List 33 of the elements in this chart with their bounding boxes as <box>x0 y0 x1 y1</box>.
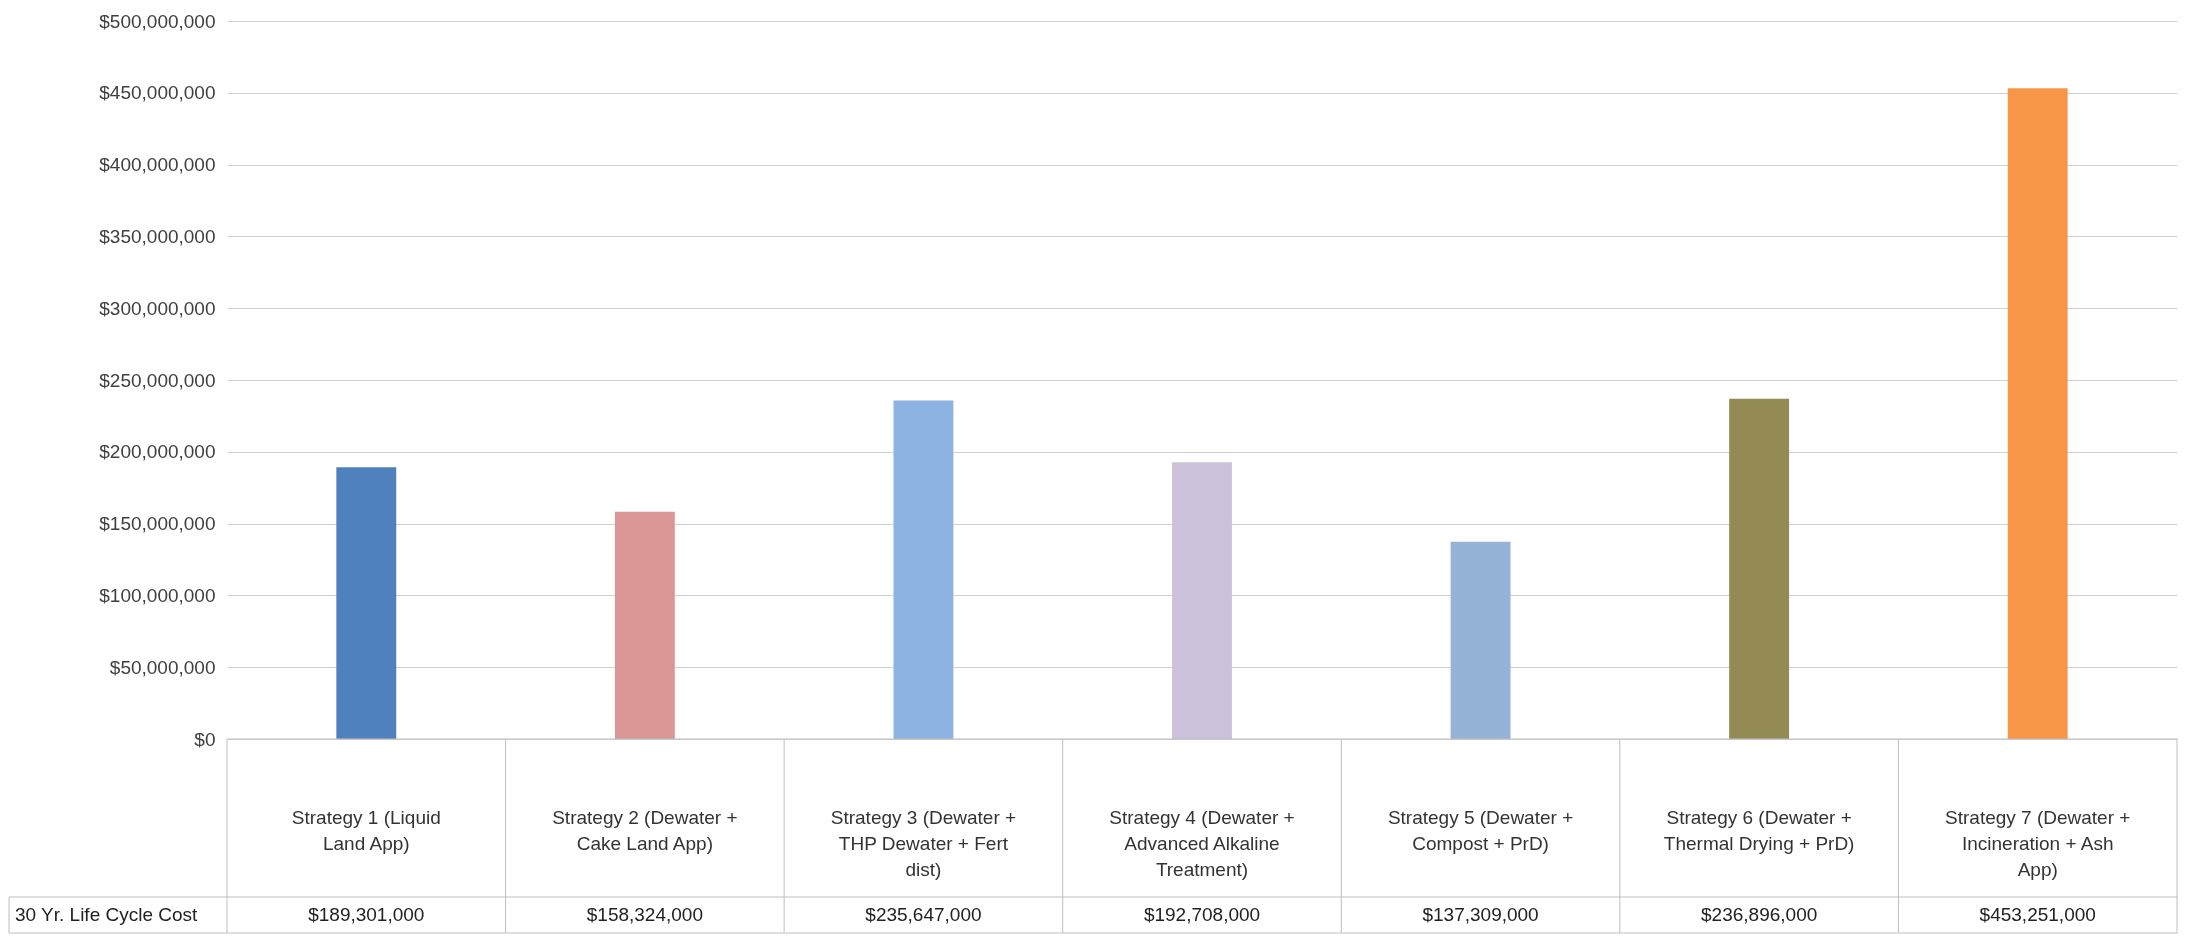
text: 30 Yr. Life Cycle Cost <box>15 904 199 925</box>
y-tick-label: $0 <box>194 728 216 750</box>
data-label: $236,896,000 <box>1701 904 1818 925</box>
x-tick-label: Strategy 6 (Dewater + Thermal Drying + PrD) <box>1663 807 1855 854</box>
data-label: $137,309,000 <box>1422 904 1539 925</box>
bar <box>336 467 397 739</box>
bar <box>1450 541 1511 739</box>
y-tick-label: $350,000,000 <box>99 225 216 247</box>
bar <box>614 511 675 739</box>
bar <box>2007 88 2068 739</box>
y-tick-label: $200,000,000 <box>99 441 216 463</box>
y-tick-label: $100,000,000 <box>99 584 216 606</box>
data-label: $235,647,000 <box>865 904 982 925</box>
y-tick-label: $50,000,000 <box>109 656 216 678</box>
x-tick-label: Strategy 2 (Dewater + Cake Land App) <box>552 807 738 854</box>
data-label: $192,708,000 <box>1143 904 1261 925</box>
x-tick-label: Strategy 1 (Liquid Land App) <box>291 807 441 854</box>
bar <box>1729 398 1790 739</box>
y-tick-label: $450,000,000 <box>99 82 216 104</box>
x-tick-label: Strategy 7 (Dewater + Incineration + Ash App) <box>1945 807 2131 880</box>
x-tick-label: Strategy 5 (Dewater + Compost + PrD) <box>1387 807 1574 854</box>
data-label: $453,251,000 <box>1979 904 2096 925</box>
data-label: $158,324,000 <box>586 904 703 925</box>
y-tick-label: $300,000,000 <box>99 297 216 319</box>
y-tick-label: $400,000,000 <box>99 154 216 176</box>
y-tick-label: $250,000,000 <box>99 369 216 391</box>
y-tick-label: $150,000,000 <box>99 513 216 535</box>
x-tick-label: Strategy 4 (Dewater + Advanced Alkaline Treatment) <box>1109 807 1295 880</box>
bar <box>893 400 954 739</box>
y-tick-label: $500,000,000 <box>99 10 216 32</box>
bar <box>1172 462 1232 739</box>
x-tick-label: Strategy 3 (Dewater + THP Dewater + Fert dist) <box>830 807 1017 880</box>
data-label: $189,301,000 <box>308 904 425 925</box>
